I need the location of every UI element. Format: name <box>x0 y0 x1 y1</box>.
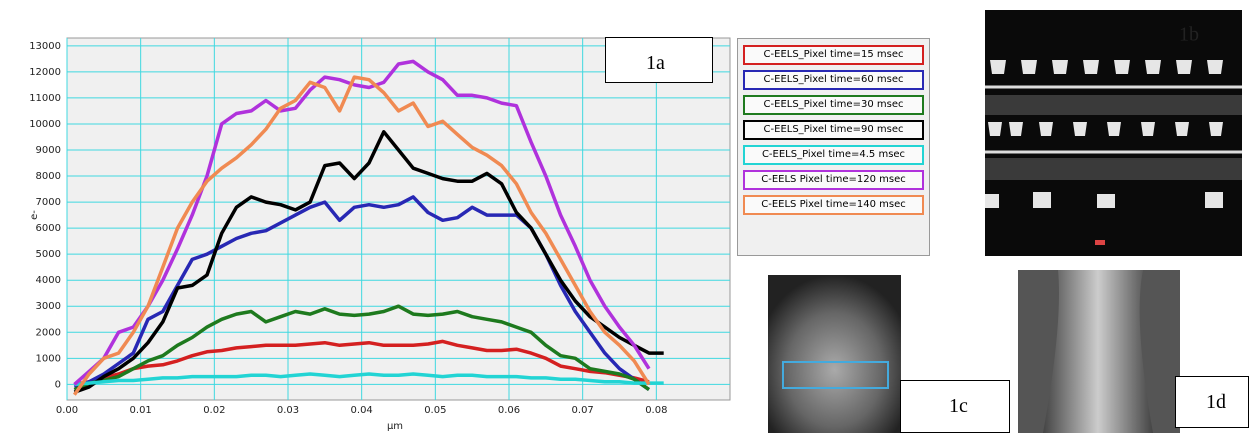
y-tick-label: 0 <box>55 379 61 390</box>
legend-entry: C-EELS Pixel time=140 msec <box>743 195 924 215</box>
x-tick-label: 0.03 <box>277 405 299 416</box>
series-line <box>73 304 651 392</box>
x-tick-label: 0.02 <box>203 405 225 416</box>
series-line <box>73 130 664 394</box>
y-tick-label: 3000 <box>36 301 61 312</box>
y-tick-label: 13000 <box>29 41 61 52</box>
panel-label-1d: 1d <box>1175 376 1249 428</box>
panel-label-1a: 1a <box>605 37 713 83</box>
series-line <box>74 372 664 387</box>
y-tick-label: 8000 <box>36 171 61 182</box>
y-tick-label: 5000 <box>36 249 61 260</box>
series-line <box>74 339 650 387</box>
y-tick-label: 10000 <box>29 119 61 130</box>
x-tick-label: 0.04 <box>351 405 373 416</box>
legend-entry: C-EELS_Pixel time=60 msec <box>743 70 924 90</box>
panel-label-1c: 1c <box>900 380 1010 433</box>
image-1c <box>768 275 901 433</box>
x-tick-label: 0.01 <box>130 405 152 416</box>
legend-entry: C-EELS_Pixel time=4.5 msec <box>743 145 924 165</box>
legend-entry: C-EELS_Pixel time=90 msec <box>743 120 924 140</box>
y-tick-label: 1000 <box>36 353 61 364</box>
y-tick-label: 9000 <box>36 145 61 156</box>
y-tick-label: 4000 <box>36 275 61 286</box>
x-tick-label: 0.05 <box>424 405 446 416</box>
panel-label-1b: 1b <box>1179 24 1199 46</box>
series-line <box>73 59 651 386</box>
image-1b: 1b <box>985 10 1242 256</box>
legend-entry: C-EELS_Pixel time=30 msec <box>743 95 924 115</box>
series-line <box>72 75 651 396</box>
x-tick-label: 0.08 <box>645 405 667 416</box>
y-tick-label: 11000 <box>29 93 61 104</box>
legend: C-EELS_Pixel time=15 msec C-EELS_Pixel ti… <box>737 38 930 256</box>
chart: e- µm 0 1000 2000 3000 4000 5000 6000 7000 8000 9… <box>29 37 731 432</box>
x-tick-label: 0.07 <box>572 405 594 416</box>
legend-entry: C-EELS_Pixel time=15 msec <box>743 45 924 65</box>
x-axis-title: µm <box>387 421 403 432</box>
image-1d <box>1018 270 1180 433</box>
x-tick-label: 0.00 <box>56 405 78 416</box>
y-axis-title: e- <box>29 210 40 220</box>
legend-entry: C-EELS Pixel time=120 msec <box>743 170 924 190</box>
y-tick-label: 6000 <box>36 223 61 234</box>
x-tick-label: 0.06 <box>498 405 520 416</box>
y-tick-label: 12000 <box>29 67 61 78</box>
y-tick-label: 7000 <box>36 197 61 208</box>
y-tick-label: 2000 <box>36 327 61 338</box>
